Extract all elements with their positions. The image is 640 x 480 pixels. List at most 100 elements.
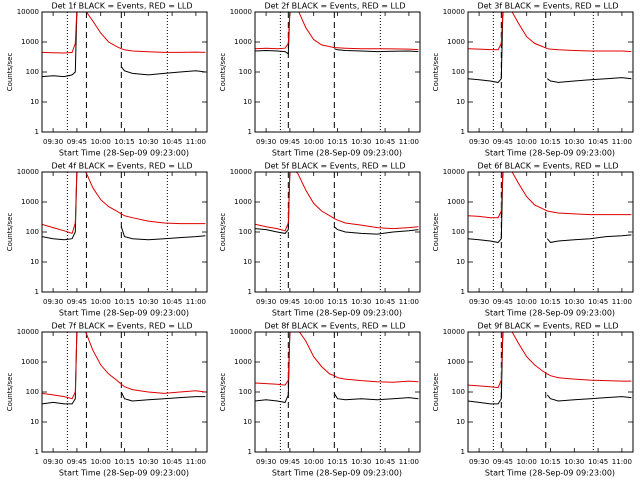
x-tick-label: 09:45 (67, 458, 87, 466)
panel: Det 2f BLACK = Events, RED = LLD Start Ti… (219, 2, 421, 158)
x-tick-label: 10:00 (304, 298, 324, 306)
x-axis-label: Start Time (28-Sep-09 09:23:00) (485, 469, 615, 478)
x-tick-label: 10:15 (114, 298, 134, 306)
x-tick-label: 09:45 (280, 298, 300, 306)
x-tick-label: 11:00 (399, 138, 419, 146)
x-tick-label: 10:15 (327, 138, 347, 146)
y-tick-label: 100 (239, 228, 252, 236)
x-tick-label: 11:00 (612, 138, 632, 146)
y-tick-label: 1000 (234, 358, 252, 366)
chart-title: Det 9f BLACK = Events, RED = LLD (477, 322, 618, 331)
y-tick-label: 10000 (443, 8, 465, 16)
x-tick-label: 09:45 (493, 298, 513, 306)
y-tick-label: 1 (35, 448, 39, 456)
y-tick-label: 1000 (447, 358, 465, 366)
y-tick-label: 10 (243, 258, 252, 266)
y-tick-label: 10 (456, 418, 465, 426)
chart-title: Det 6f BLACK = Events, RED = LLD (477, 162, 618, 171)
x-tick-label: 10:00 (91, 458, 111, 466)
x-tick-label: 10:45 (375, 298, 395, 306)
x-tick-label: 10:00 (517, 458, 537, 466)
x-tick-label: 10:30 (138, 138, 158, 146)
chart-title: Det 1f BLACK = Events, RED = LLD (51, 2, 192, 11)
x-tick-label: 11:00 (186, 458, 206, 466)
y-axis-label: Counts/sec (432, 213, 440, 252)
series-line (468, 12, 632, 53)
x-tick-label: 10:30 (351, 138, 371, 146)
series-line (255, 332, 419, 403)
series-line (42, 172, 206, 235)
x-tick-label: 09:45 (280, 138, 300, 146)
plot-area (42, 12, 206, 78)
x-tick-label: 10:45 (375, 458, 395, 466)
x-tick-label: 09:45 (493, 138, 513, 146)
y-tick-label: 10000 (230, 8, 252, 16)
series-line (42, 12, 206, 78)
y-tick-label: 10 (30, 258, 39, 266)
y-tick-label: 10000 (230, 328, 252, 336)
x-tick-label: 10:15 (540, 298, 560, 306)
x-tick-label: 10:15 (114, 138, 134, 146)
x-tick-label: 10:15 (114, 458, 134, 466)
y-axis-label: Counts/sec (432, 373, 440, 412)
y-tick-label: 1 (248, 288, 252, 296)
series-line (468, 172, 632, 243)
x-tick-label: 10:30 (351, 298, 371, 306)
x-tick-label: 11:00 (399, 298, 419, 306)
y-tick-label: 1000 (234, 38, 252, 46)
y-tick-label: 100 (452, 68, 465, 76)
x-tick-label: 11:00 (399, 458, 419, 466)
y-tick-label: 1000 (447, 198, 465, 206)
series-line (42, 12, 206, 54)
x-tick-label: 10:30 (564, 298, 584, 306)
y-tick-label: 10000 (443, 328, 465, 336)
panel: Det 8f BLACK = Events, RED = LLD Start Ti… (219, 322, 421, 478)
y-tick-label: 1 (248, 448, 252, 456)
x-tick-label: 10:45 (375, 138, 395, 146)
x-tick-label: 10:45 (588, 458, 608, 466)
y-tick-label: 100 (239, 68, 252, 76)
x-tick-label: 09:45 (67, 138, 87, 146)
x-tick-label: 10:30 (564, 458, 584, 466)
plot-frame (467, 11, 634, 133)
y-tick-label: 10000 (230, 168, 252, 176)
x-tick-label: 09:30 (469, 458, 489, 466)
panel: Det 5f BLACK = Events, RED = LLD Start Ti… (219, 162, 421, 318)
series-line (468, 172, 632, 219)
y-tick-label: 10 (30, 418, 39, 426)
y-axis-label: Counts/sec (219, 213, 227, 252)
y-tick-label: 1000 (447, 38, 465, 46)
plot-frame (254, 171, 421, 293)
x-tick-label: 10:00 (304, 138, 324, 146)
x-tick-label: 10:45 (162, 458, 182, 466)
series-line (255, 172, 419, 232)
y-tick-label: 10000 (17, 168, 39, 176)
x-tick-label: 10:15 (540, 458, 560, 466)
x-tick-label: 09:45 (67, 298, 87, 306)
x-tick-label: 11:00 (186, 298, 206, 306)
plot-frame (41, 171, 208, 293)
series-line (255, 332, 419, 386)
plot-area (468, 172, 632, 243)
y-axis-label: Counts/sec (6, 373, 14, 412)
x-axis-label: Start Time (28-Sep-09 09:23:00) (59, 149, 189, 158)
x-tick-label: 09:30 (256, 298, 276, 306)
y-axis-label: Counts/sec (6, 53, 14, 92)
y-axis-label: Counts/sec (219, 53, 227, 92)
panel: Det 7f BLACK = Events, RED = LLD Start Ti… (6, 322, 208, 478)
y-tick-label: 10 (30, 98, 39, 106)
x-tick-label: 09:30 (469, 138, 489, 146)
y-tick-label: 1 (248, 128, 252, 136)
plot-frame (41, 11, 208, 133)
chart-title: Det 7f BLACK = Events, RED = LLD (51, 322, 192, 331)
panel: Det 6f BLACK = Events, RED = LLD Start Ti… (432, 162, 634, 318)
chart-title: Det 2f BLACK = Events, RED = LLD (264, 2, 405, 11)
x-tick-label: 09:45 (280, 458, 300, 466)
x-tick-label: 10:30 (351, 458, 371, 466)
x-tick-label: 09:30 (43, 298, 63, 306)
chart-title: Det 3f BLACK = Events, RED = LLD (477, 2, 618, 11)
y-tick-label: 1000 (234, 198, 252, 206)
plot-frame (254, 331, 421, 453)
plot-area (255, 12, 419, 55)
